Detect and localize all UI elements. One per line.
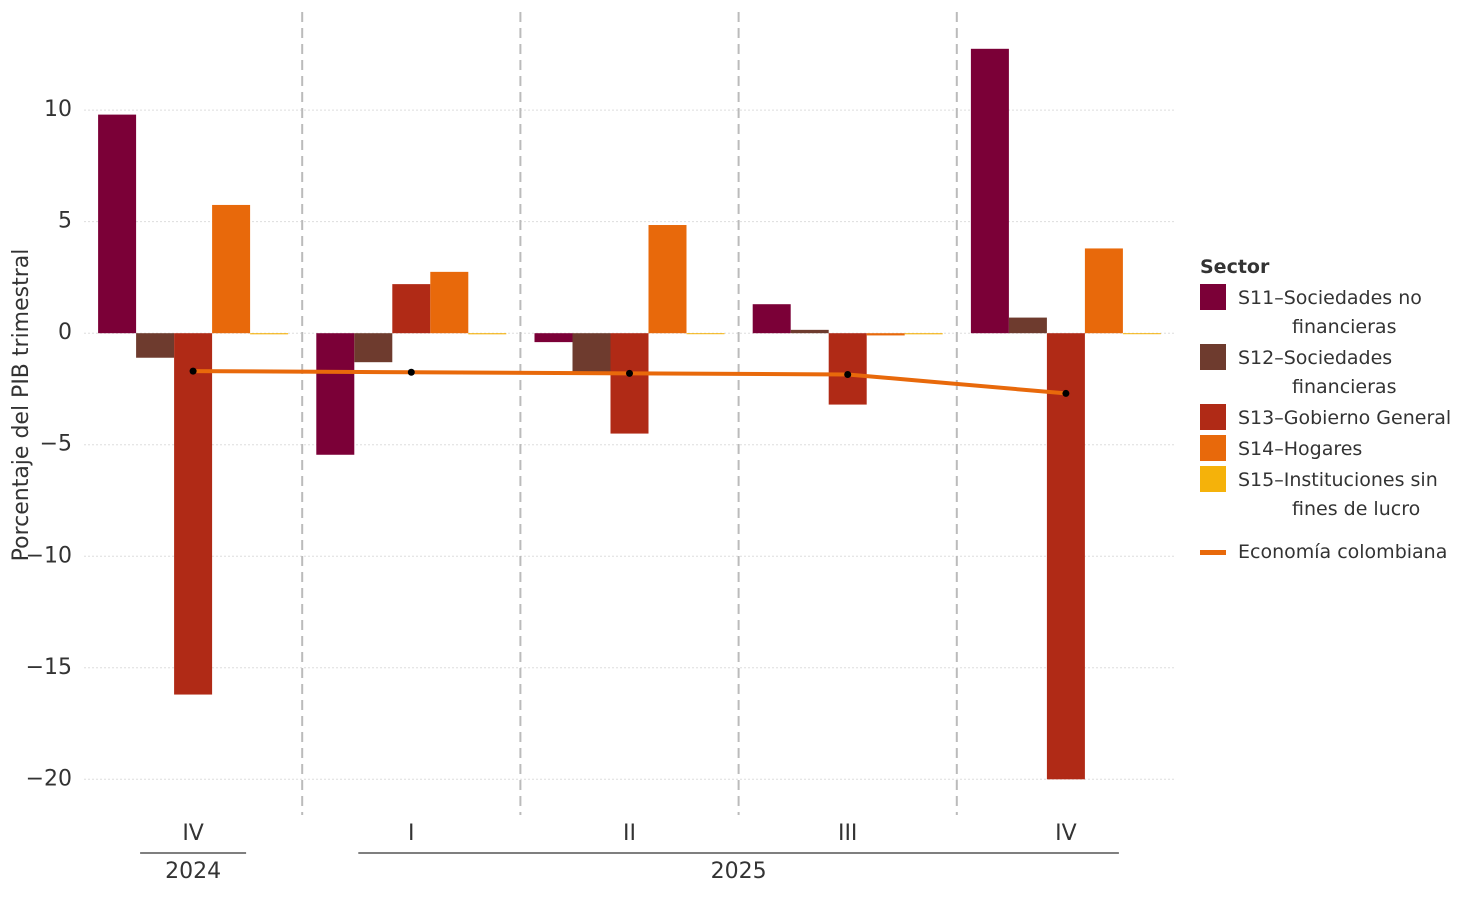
legend-label: S14–Hogares bbox=[1238, 438, 1363, 460]
legend-line bbox=[1200, 550, 1226, 555]
bar bbox=[1122, 333, 1161, 335]
x-tick-label: II bbox=[623, 821, 636, 846]
bar bbox=[316, 333, 355, 455]
bar bbox=[686, 333, 725, 335]
y-tick-label: −15 bbox=[26, 655, 72, 680]
x-tick-label: IV bbox=[1055, 821, 1077, 846]
legend-title: Sector bbox=[1200, 256, 1270, 278]
legend-swatch bbox=[1200, 284, 1226, 310]
bar bbox=[610, 333, 649, 434]
bar bbox=[136, 333, 175, 358]
y-tick-label: 0 bbox=[58, 320, 72, 345]
legend-label: S15–Instituciones sin fines de lucro bbox=[1238, 469, 1438, 520]
y-tick-label: −10 bbox=[26, 543, 72, 568]
legend: Sector S11–Sociedades no financieras S12–… bbox=[1200, 256, 1480, 569]
x-tick-label: I bbox=[408, 821, 415, 846]
x-tick-label: III bbox=[838, 821, 857, 846]
bar bbox=[572, 333, 611, 373]
bar bbox=[430, 271, 469, 334]
bar bbox=[250, 333, 289, 335]
legend-swatch bbox=[1200, 435, 1226, 461]
bar bbox=[392, 284, 431, 334]
bar bbox=[468, 333, 507, 335]
y-tick-label: −5 bbox=[40, 432, 72, 457]
bar bbox=[1084, 248, 1123, 334]
legend-item: S15–Instituciones sin fines de lucro bbox=[1200, 466, 1480, 524]
y-axis-title: Porcentaje del PIB trimestral bbox=[9, 249, 34, 562]
bar bbox=[828, 333, 867, 405]
line-point bbox=[844, 370, 852, 378]
legend-item: Economía colombiana bbox=[1200, 538, 1480, 567]
bar bbox=[752, 304, 791, 334]
bar bbox=[98, 114, 137, 334]
legend-label: S11–Sociedades no financieras bbox=[1238, 287, 1422, 338]
legend-label: Economía colombiana bbox=[1238, 541, 1448, 563]
legend-swatch bbox=[1200, 466, 1226, 492]
legend-item: S11–Sociedades no financieras bbox=[1200, 284, 1480, 342]
bar bbox=[904, 333, 943, 335]
legend-swatch bbox=[1200, 404, 1226, 430]
legend-label: S13–Gobierno General bbox=[1238, 407, 1452, 429]
line-point bbox=[407, 368, 415, 376]
bar bbox=[212, 204, 251, 334]
legend-swatch bbox=[1200, 344, 1226, 370]
line-point bbox=[626, 369, 633, 377]
y-tick-label: −20 bbox=[26, 766, 72, 791]
bar bbox=[1046, 333, 1085, 780]
bar bbox=[1008, 317, 1047, 334]
x-tick-label: IV bbox=[182, 821, 204, 846]
line-point bbox=[189, 367, 197, 375]
bar bbox=[866, 333, 905, 336]
bar bbox=[174, 333, 213, 695]
bar bbox=[534, 333, 573, 343]
group-label: 2025 bbox=[711, 859, 767, 884]
legend-item: S13–Gobierno General bbox=[1200, 404, 1480, 433]
legend-item: S12–Sociedades financieras bbox=[1200, 344, 1480, 402]
line-point bbox=[1062, 389, 1070, 397]
bar bbox=[354, 333, 393, 363]
y-tick-label: 5 bbox=[58, 209, 72, 234]
legend-label: S12–Sociedades financieras bbox=[1238, 347, 1397, 398]
y-tick-label: 10 bbox=[44, 97, 72, 122]
bar bbox=[970, 48, 1009, 334]
bar bbox=[790, 329, 829, 334]
bar bbox=[648, 225, 687, 334]
group-label: 2024 bbox=[165, 859, 221, 884]
legend-item: S14–Hogares bbox=[1200, 435, 1480, 464]
